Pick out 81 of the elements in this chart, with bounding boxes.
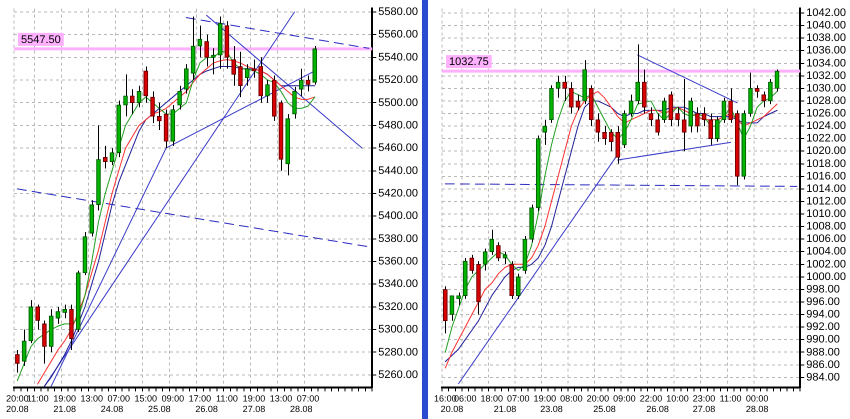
y-tick-label: 992.00 — [806, 321, 840, 334]
y-tick-label: 994.00 — [806, 308, 840, 321]
ref-line-label: 1032.75 — [449, 56, 489, 68]
x-tick-label: 25.08 — [148, 404, 171, 414]
x-tick-label: 20.08 — [440, 404, 464, 414]
x-tick-label: 10:00 — [666, 393, 689, 404]
x-tick-label: 11:00 — [26, 393, 49, 404]
y-tick-label: 5400.00 — [378, 210, 418, 222]
x-tick-label: 23.08 — [540, 404, 563, 414]
y-tick-label: 5500.00 — [378, 96, 418, 109]
y-tick-label: 984.00 — [806, 371, 840, 384]
y-tick-label: 5520.00 — [378, 74, 418, 86]
x-tick-label: 17:00 — [188, 393, 212, 404]
x-tick-label: 25.08 — [593, 404, 616, 414]
y-tick-label: 1020.00 — [806, 145, 846, 158]
y-tick-label: 5260.00 — [378, 368, 418, 381]
ref-line-label: 5547.50 — [21, 34, 61, 46]
x-tick-label: 07:00 — [108, 393, 130, 404]
y-tick-label: 1012.00 — [806, 195, 846, 208]
y-tick-label: 1038.00 — [806, 32, 846, 44]
y-tick-label: 5320.00 — [378, 300, 418, 313]
y-tick-label: 5280.00 — [378, 346, 418, 358]
x-tick-label: 26.08 — [646, 404, 669, 414]
y-tick-label: 5380.00 — [378, 232, 418, 245]
y-tick-label: 990.00 — [806, 334, 840, 346]
y-tick-label: 1024.00 — [806, 120, 846, 132]
x-tick-label: 11:00 — [720, 393, 742, 404]
y-tick-label: 996.00 — [806, 296, 840, 308]
y-tick-label: 1030.00 — [806, 82, 846, 94]
x-tick-label: 15:00 — [134, 393, 158, 404]
x-tick-label: 26.08 — [195, 404, 218, 414]
y-tick-label: 1028.00 — [806, 94, 846, 107]
y-tick-label: 1034.00 — [806, 57, 846, 70]
y-tick-label: 1032.00 — [806, 70, 846, 82]
x-tick-label: 19:00 21.08 — [53, 393, 76, 414]
y-tick-label: 1006.00 — [806, 233, 846, 246]
y-tick-label: 1040.00 — [806, 20, 846, 32]
y-tick-label: 5360.00 — [378, 256, 418, 268]
x-tick-label: 11:00 — [216, 393, 238, 404]
y-tick-label: 1010.00 — [806, 208, 846, 220]
y-tick-label: 5300.00 — [378, 324, 418, 336]
x-tick-label: 22:00 — [640, 393, 662, 404]
y-tick-label: 5460.00 — [378, 142, 418, 154]
y-tick-label: 1004.00 — [806, 246, 846, 258]
y-tick-label: 998.00 — [806, 283, 840, 296]
y-tick-label: 1042.00 — [806, 7, 846, 20]
y-tick-label: 1026.00 — [806, 108, 846, 120]
y-tick-label: 988.00 — [806, 346, 840, 358]
x-tick-label: 13:00 — [80, 393, 103, 404]
x-tick-label: 09:00 — [613, 393, 636, 404]
y-tick-label: 5580.00 — [378, 6, 418, 18]
x-tick-label: 23:00 27.08 — [692, 393, 716, 414]
y-tick-label: 1016.00 — [806, 170, 846, 182]
x-tick-label: 07:00 — [507, 393, 530, 404]
x-tick-label: 13:00 — [270, 393, 292, 404]
y-tick-label: 1018.00 — [806, 158, 846, 170]
y-tick-label: 1000.00 — [806, 270, 846, 283]
x-tick-label: 00:00 28.08 — [746, 393, 768, 414]
x-tick-label: 20:00 — [586, 393, 610, 404]
y-tick-label: 5480.00 — [378, 119, 418, 132]
x-tick-label: 09:00 — [162, 393, 184, 404]
x-tick-label: 20:00 20.08 — [6, 393, 29, 414]
y-tick-label: 1002.00 — [806, 258, 846, 270]
x-tick-label: 07:00 — [296, 393, 320, 404]
x-tick-label: 24.08 — [100, 404, 124, 414]
y-tick-label: 986.00 — [806, 358, 840, 371]
x-tick-label: 21.08 — [494, 404, 516, 414]
x-tick-label: 08:00 — [560, 393, 583, 404]
y-tick-label: 5440.00 — [378, 164, 418, 177]
x-tick-label: 18:00 — [480, 393, 504, 404]
y-tick-label: 5540.00 — [378, 51, 418, 64]
x-tick-label: 19:00 — [534, 393, 556, 404]
x-tick-label: 19:00 27.08 — [242, 393, 266, 414]
y-tick-label: 5340.00 — [378, 278, 418, 290]
y-tick-label: 1008.00 — [806, 220, 846, 233]
x-tick-label: 28.08 — [290, 404, 313, 414]
y-tick-label: 1022.00 — [806, 132, 846, 145]
y-tick-label: 5420.00 — [378, 187, 418, 200]
y-tick-label: 5560.00 — [378, 28, 418, 41]
y-tick-label: 1036.00 — [806, 44, 846, 57]
y-tick-label: 1014.00 — [806, 182, 846, 195]
